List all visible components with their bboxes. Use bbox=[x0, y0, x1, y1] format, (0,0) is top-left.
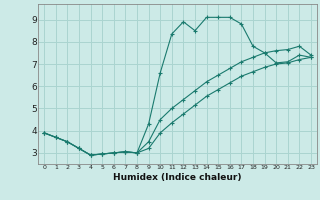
X-axis label: Humidex (Indice chaleur): Humidex (Indice chaleur) bbox=[113, 173, 242, 182]
